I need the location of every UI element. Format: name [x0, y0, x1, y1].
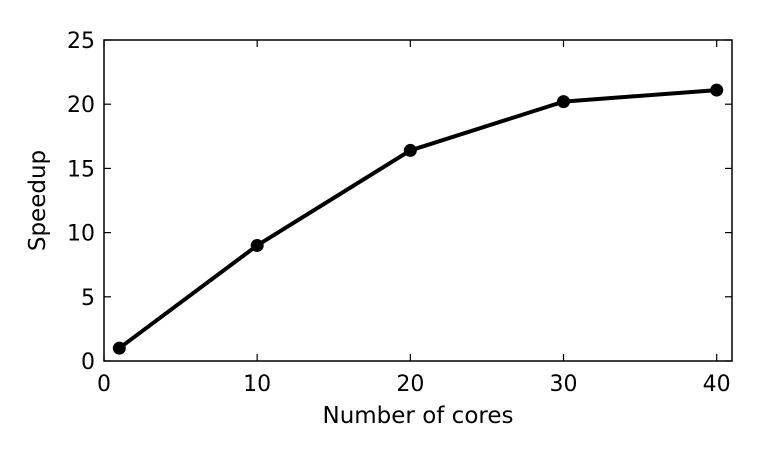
plot-frame — [103, 39, 733, 362]
data-point — [250, 238, 264, 252]
axis-ticks: 0 10 20 30 40 0 5 10 15 20 25 — [67, 29, 732, 397]
y-tick-label: 15 — [67, 157, 95, 182]
y-tick-label: 10 — [67, 222, 95, 247]
series-line — [117, 88, 719, 351]
data-point — [112, 341, 126, 355]
data-point — [557, 95, 571, 109]
y-tick-label: 25 — [67, 29, 95, 54]
x-tick-label: 30 — [550, 372, 578, 397]
y-tick-label: 0 — [81, 350, 95, 375]
x-axis-label: Number of cores — [323, 403, 514, 429]
y-tick-label: 5 — [81, 286, 95, 311]
x-tick-label: 40 — [703, 372, 731, 397]
data-point — [710, 83, 724, 97]
y-axis-label: Speedup — [25, 150, 51, 251]
data-point — [403, 143, 417, 157]
x-tick-label: 20 — [396, 372, 424, 397]
x-tick-label: 0 — [97, 372, 111, 397]
y-tick-label: 20 — [67, 93, 95, 118]
series-layer — [112, 83, 724, 355]
x-tick-label: 10 — [243, 372, 271, 397]
